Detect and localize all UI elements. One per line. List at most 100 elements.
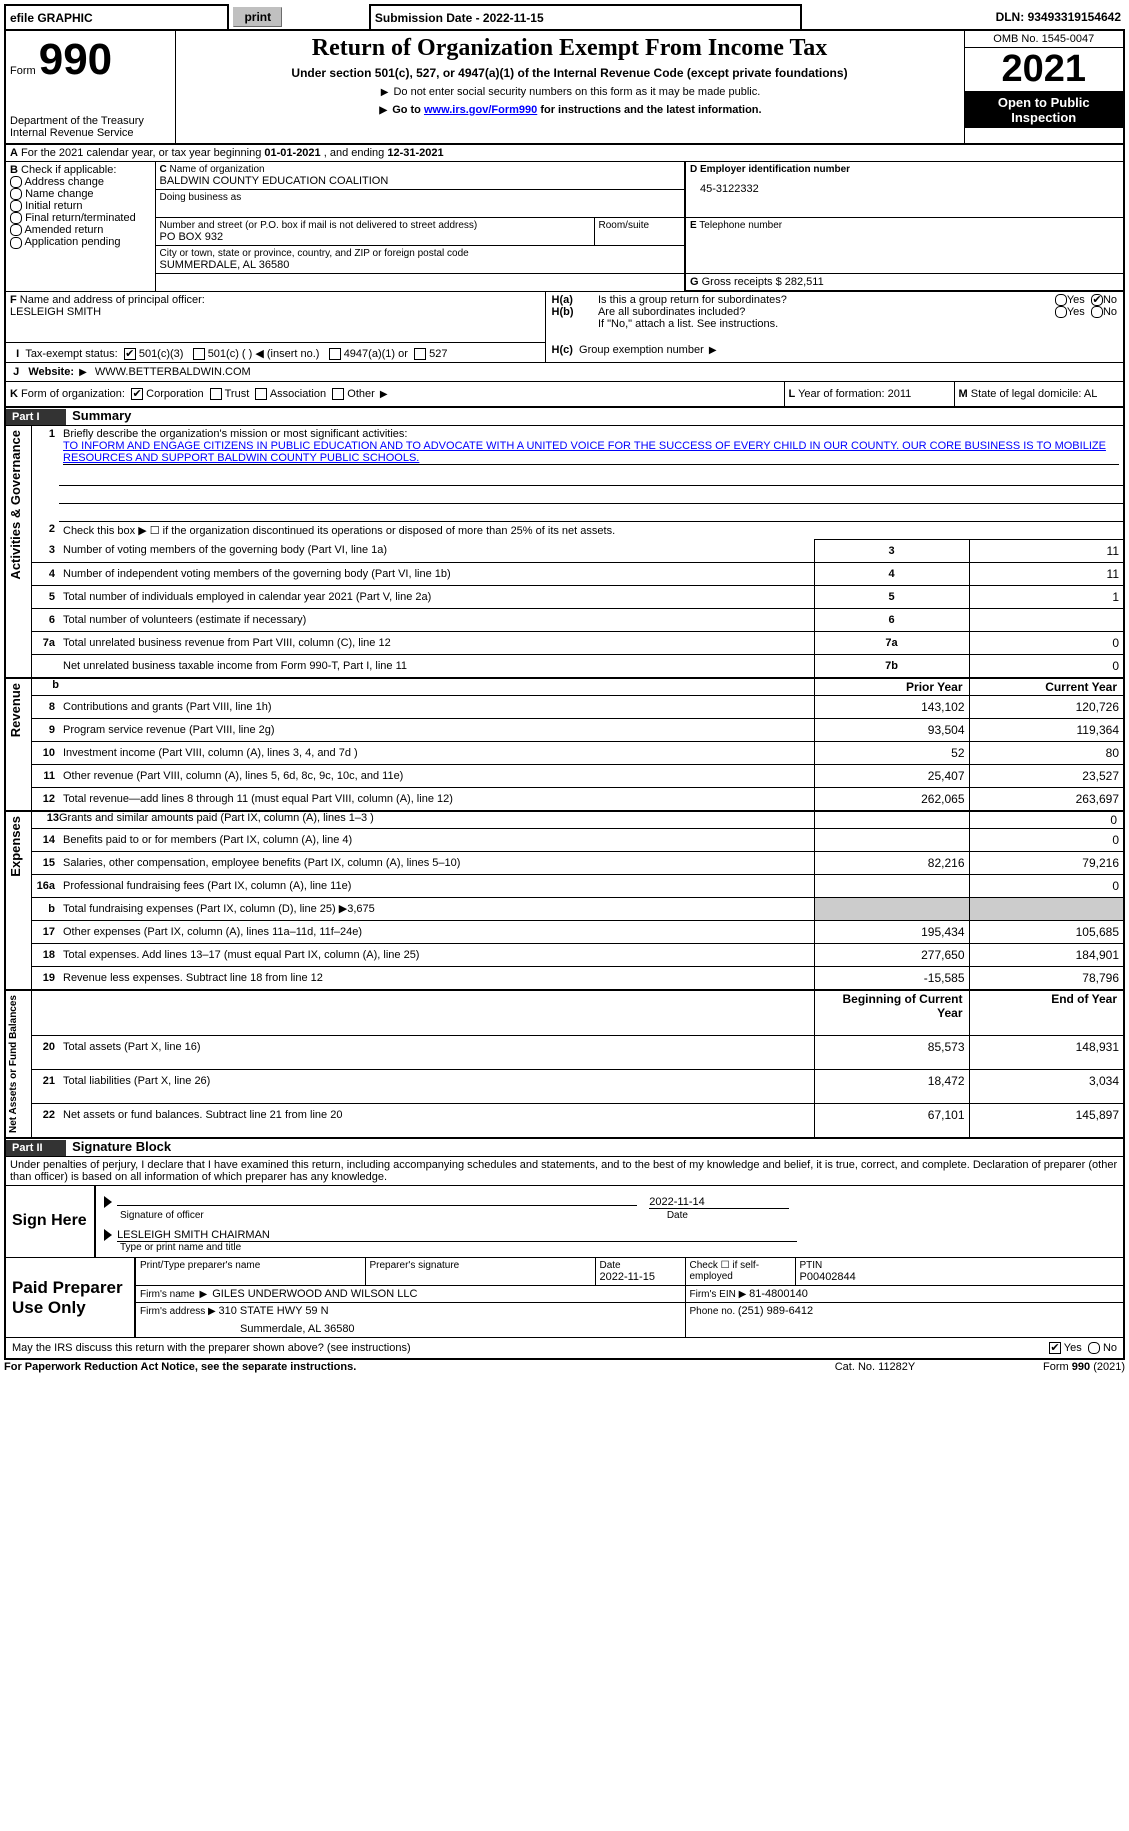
check-501c[interactable]: [193, 348, 205, 360]
triangle-icon: [104, 1196, 112, 1208]
sidebar-revenue: Revenue: [5, 678, 31, 811]
mission-text: TO INFORM AND ENGAGE CITIZENS IN PUBLIC …: [63, 440, 1119, 465]
h-b-no[interactable]: [1091, 306, 1103, 318]
line-1: Briefly describe the organization's miss…: [59, 426, 1124, 467]
h-a-no[interactable]: [1091, 294, 1103, 306]
line-num: 1: [31, 426, 59, 467]
end-year-header: End of Year: [969, 990, 1124, 1036]
check-address-change[interactable]: [10, 176, 22, 188]
open-public-badge: Open to Public Inspection: [965, 92, 1124, 128]
discuss-row: May the IRS discuss this return with the…: [4, 1338, 1125, 1360]
sign-date: 2022-11-14: [649, 1196, 789, 1209]
part-i-table: Activities & Governance 1 Briefly descri…: [4, 426, 1125, 1139]
form-subtitle: Under section 501(c), 527, or 4947(a)(1)…: [184, 66, 956, 80]
prior-year-header: Prior Year: [814, 678, 969, 696]
address-cell: Number and street (or P.O. box if mail i…: [155, 218, 685, 246]
form-title: Return of Organization Exempt From Incom…: [184, 35, 956, 62]
section-l: L Year of formation: 2011: [784, 382, 954, 407]
check-amended[interactable]: [10, 224, 22, 236]
street-address: PO BOX 932: [160, 231, 590, 243]
year-cell: OMB No. 1545-0047 2021 Open to Public In…: [964, 31, 1124, 144]
check-527[interactable]: [414, 348, 426, 360]
section-b: B Check if applicable: Address change Na…: [5, 162, 155, 291]
check-4947[interactable]: [329, 348, 341, 360]
sidebar-activities: Activities & Governance: [5, 426, 31, 678]
firm-ein-cell: Firm's EIN ▶ 81-4800140: [685, 1286, 1124, 1303]
shaded-cell: [814, 897, 969, 920]
sidebar-expenses: Expenses: [5, 811, 31, 990]
ptin-cell: PTINP00402844: [795, 1258, 1124, 1286]
form-footer: Form 990 (2021): [965, 1361, 1125, 1373]
line-a: A For the 2021 calendar year, or tax yea…: [4, 145, 1125, 162]
arrow-icon: [707, 344, 719, 356]
line-3-text: Number of voting members of the governin…: [59, 539, 814, 562]
arrow-icon: [379, 86, 391, 98]
phone-cell: E Telephone number: [685, 218, 1124, 274]
website-value: WWW.BETTERBALDWIN.COM: [95, 366, 251, 378]
section-h: H(a)Is this a group return for subordina…: [545, 292, 1124, 343]
officer-sig-name: LESLEIGH SMITH CHAIRMAN: [117, 1229, 797, 1242]
preparer-date: Date2022-11-15: [595, 1258, 685, 1286]
triangle-icon: [104, 1229, 112, 1241]
check-final-return[interactable]: [10, 212, 22, 224]
form-990-page: efile GRAPHIC print Submission Date - 20…: [0, 0, 1129, 1377]
ein-value: 45-3122332: [690, 175, 1119, 203]
firm-address-cell: Firm's address ▶ 310 STATE HWY 59 N Summ…: [135, 1303, 685, 1338]
header-block: Form 990 Department of the Treasury Inte…: [4, 31, 1125, 145]
tax-year: 2021: [965, 48, 1124, 92]
paid-preparer-block: Paid Preparer Use Only Print/Type prepar…: [4, 1258, 1125, 1338]
irs-link[interactable]: www.irs.gov/Form990: [424, 104, 537, 116]
beginning-year-header: Beginning of Current Year: [814, 990, 969, 1036]
check-app-pending[interactable]: [10, 237, 22, 249]
officer-name: LESLEIGH SMITH: [10, 306, 541, 318]
org-name: BALDWIN COUNTY EDUCATION COALITION: [160, 175, 681, 187]
footer-row: For Paperwork Reduction Act Notice, see …: [4, 1361, 1125, 1373]
h-a-yes[interactable]: [1055, 294, 1067, 306]
room-suite: Room/suite: [594, 218, 684, 245]
fhij-block: F Name and address of principal officer:…: [4, 291, 1125, 362]
discuss-no[interactable]: [1088, 1342, 1100, 1354]
check-initial-return[interactable]: [10, 200, 22, 212]
submission-cell: Submission Date - 2022-11-15: [370, 5, 801, 30]
dln-cell: DLN: 93493319154642: [801, 5, 1125, 30]
preparer-name: Print/Type preparer's name: [135, 1258, 365, 1286]
self-employed: Check ☐ if self-employed: [685, 1258, 795, 1286]
efile-label: efile GRAPHIC: [5, 5, 228, 30]
paperwork-notice: For Paperwork Reduction Act Notice, see …: [4, 1361, 785, 1373]
city-state-zip: SUMMERDALE, AL 36580: [160, 259, 681, 271]
perjury-text: Under penalties of perjury, I declare th…: [4, 1156, 1125, 1186]
catalog-number: Cat. No. 11282Y: [785, 1361, 965, 1373]
paid-preparer-label: Paid Preparer Use Only: [5, 1258, 135, 1338]
part-ii-header: Part II Signature Block: [4, 1139, 1125, 1156]
sidebar-netassets: Net Assets or Fund Balances: [5, 990, 31, 1138]
klm-row: K Form of organization: Corporation Trus…: [4, 382, 1125, 408]
current-year-header: Current Year: [969, 678, 1124, 696]
section-f-i: F Name and address of principal officer:…: [5, 292, 545, 363]
section-k: K Form of organization: Corporation Trus…: [5, 382, 784, 407]
h-b-yes[interactable]: [1055, 306, 1067, 318]
check-name-change[interactable]: [10, 188, 22, 200]
print-button[interactable]: print: [233, 7, 282, 27]
arrow-icon: [378, 388, 390, 400]
check-trust[interactable]: [210, 388, 222, 400]
dept-treasury: Department of the Treasury: [10, 115, 171, 127]
check-corp[interactable]: [131, 388, 143, 400]
top-bar: efile GRAPHIC print Submission Date - 20…: [4, 4, 1125, 31]
section-j: J Website: WWW.BETTERBALDWIN.COM: [4, 362, 1125, 382]
irs-label: Internal Revenue Service: [10, 127, 171, 139]
city-cell: City or town, state or province, country…: [155, 246, 685, 274]
section-m: M State of legal domicile: AL: [954, 382, 1124, 407]
header-title-cell: Return of Organization Exempt From Incom…: [175, 31, 964, 144]
sign-here-label: Sign Here: [5, 1186, 95, 1258]
part-i-header: Part I Summary: [4, 408, 1125, 426]
check-501c3[interactable]: [124, 348, 136, 360]
check-assoc[interactable]: [255, 388, 267, 400]
line-3-val: 11: [969, 539, 1124, 562]
check-other[interactable]: [332, 388, 344, 400]
dba-cell: Doing business as: [155, 190, 685, 218]
discuss-yes[interactable]: [1049, 1342, 1061, 1354]
ein-cell: D Employer identification number 45-3122…: [685, 162, 1124, 218]
section-hc: H(c) Group exemption number: [545, 342, 1124, 362]
line-2: Check this box ▶ ☐ if the organization d…: [59, 521, 1124, 539]
arrow-icon: [77, 366, 89, 378]
